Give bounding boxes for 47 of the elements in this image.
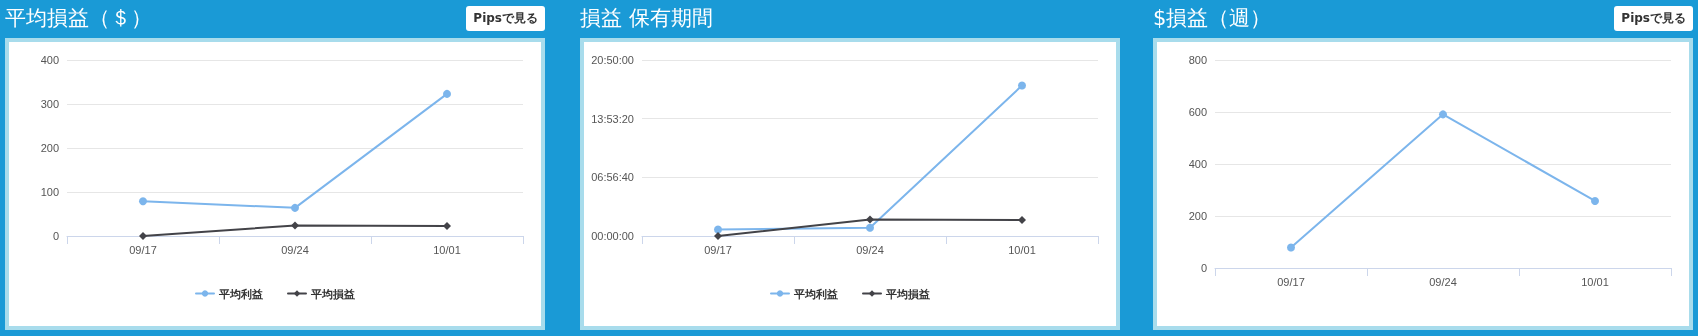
y-tick-label: 06:56:40 — [591, 171, 634, 184]
chart-title: 損益 保有期間 — [580, 5, 713, 32]
point — [866, 223, 874, 232]
y-tick-label: 0 — [1200, 262, 1207, 274]
legend-label: 平均利益 — [218, 287, 263, 300]
x-tick-label: 10/01 — [1008, 243, 1036, 256]
legend-label: 平均損益 — [310, 287, 355, 301]
y-tick-label: 200 — [1188, 210, 1207, 222]
x-tick-label: 10/01 — [433, 243, 461, 256]
y-tick-label: 13:53:20 — [591, 112, 634, 125]
point — [291, 221, 299, 230]
point — [443, 221, 451, 230]
text: Pipsで見る — [1614, 6, 1693, 31]
chart-title: $損益（週） — [1153, 5, 1272, 32]
y-tick-label: 300 — [40, 98, 59, 110]
x-tick-label: 09/17 — [1277, 275, 1305, 288]
y-tick-label: 100 — [40, 186, 59, 198]
y-tick-label: 200 — [40, 142, 59, 154]
x-tick-label: 09/24 — [281, 243, 309, 256]
y-tick-label: 400 — [40, 54, 59, 66]
y-tick-label: 20:50:00 — [591, 54, 634, 66]
y-tick-label: 400 — [1188, 158, 1207, 170]
text: Pipsで見る — [466, 6, 545, 31]
legend-label: 平均損益 — [885, 287, 930, 301]
point — [1018, 216, 1026, 225]
x-tick-label: 09/24 — [1429, 275, 1457, 288]
y-tick-label: 0 — [52, 230, 59, 242]
point — [291, 203, 299, 212]
point — [1018, 81, 1026, 90]
x-tick-label: 09/17 — [704, 243, 732, 256]
x-tick-label: 09/24 — [856, 243, 884, 256]
y-tick-label: 600 — [1188, 106, 1207, 118]
point — [1287, 243, 1295, 252]
chart-title: 平均損益（＄） — [5, 5, 152, 32]
y-tick-label: 00:00:00 — [591, 230, 634, 242]
legend-label: 平均利益 — [793, 287, 838, 300]
x-tick-label: 09/17 — [129, 243, 157, 256]
point — [866, 215, 874, 224]
point — [714, 225, 722, 234]
point — [443, 89, 451, 98]
point — [714, 232, 722, 240]
point — [1439, 110, 1447, 119]
point — [1591, 196, 1599, 205]
point — [139, 232, 147, 240]
point — [139, 197, 147, 206]
y-tick-label: 800 — [1188, 54, 1207, 66]
x-tick-label: 10/01 — [1581, 275, 1609, 288]
